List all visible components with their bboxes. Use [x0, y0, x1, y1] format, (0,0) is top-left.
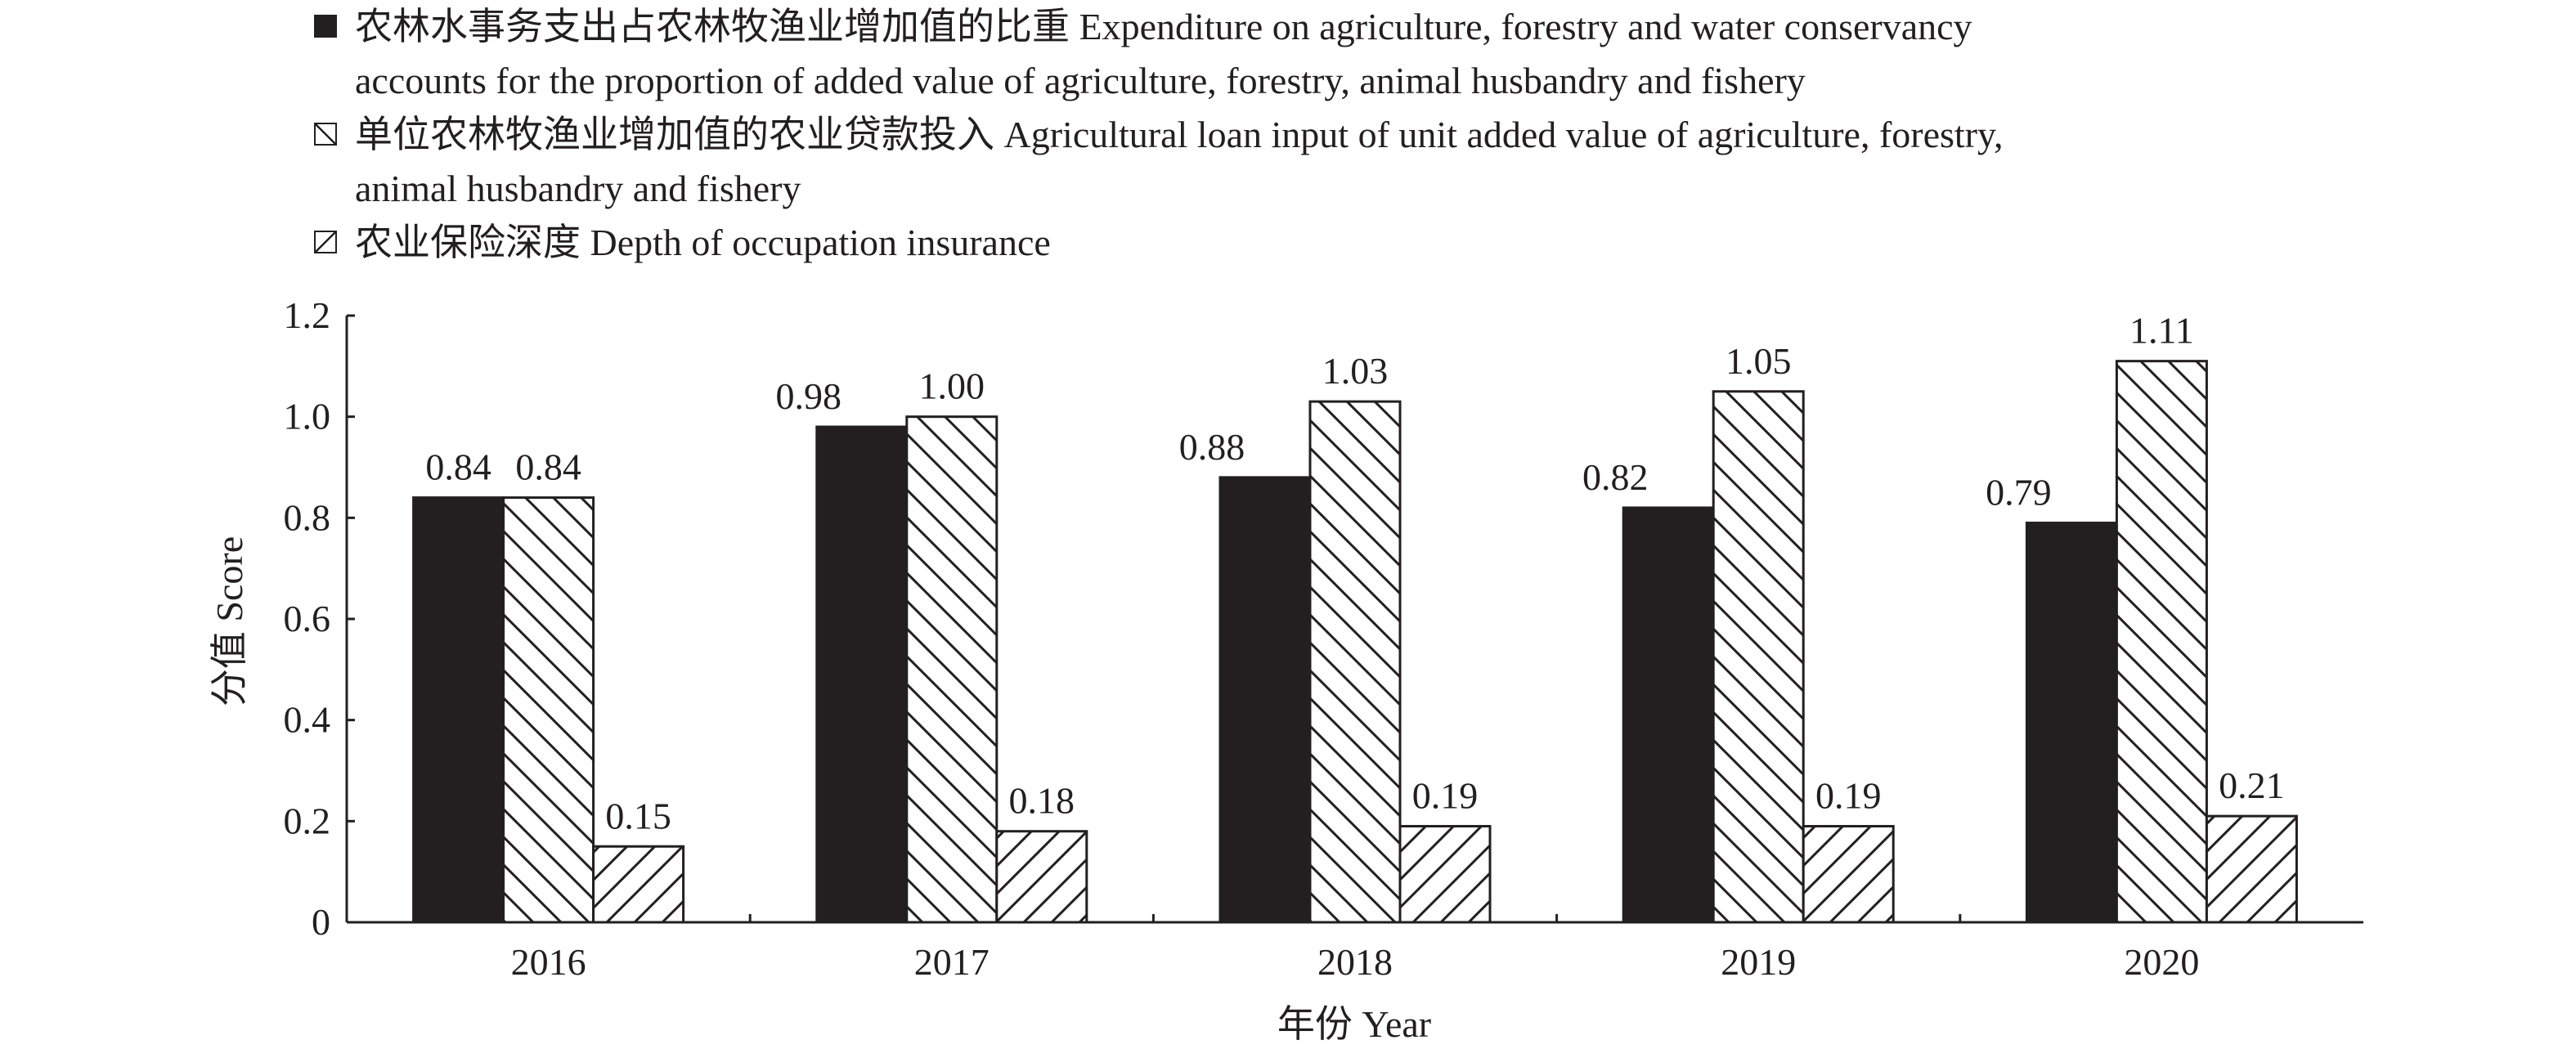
bar-backslash-hatch-2018: [1308, 400, 1402, 924]
bar-slash-hatch-2017: [995, 830, 1088, 924]
legend-item-loan: 单位农林牧渔业增加值的农业贷款投入 Agricultural loan inpu…: [314, 108, 2457, 216]
data-label: 1.03: [1322, 350, 1389, 392]
bar-solid-2019: [1622, 506, 1715, 924]
data-label: 0.84: [515, 446, 581, 488]
y-tick-label: 0: [312, 901, 330, 943]
data-label: 0.84: [425, 446, 491, 488]
bar-backslash-hatch-2017: [905, 415, 999, 924]
x-tick-label: 2017: [914, 941, 990, 983]
y-tick-label: 0.2: [284, 800, 331, 841]
x-tick-label: 2019: [1721, 941, 1796, 983]
x-tick-label: 2018: [1317, 941, 1393, 983]
data-label: 0.98: [776, 375, 842, 417]
legend-item-insurance: 农业保险深度 Depth of occupation insurance: [314, 216, 2457, 270]
data-label: 0.82: [1582, 456, 1649, 498]
y-tick-label: 1.2: [284, 294, 331, 336]
legend-swatch-backslash: [314, 123, 337, 146]
legend-label: 农业保险深度 Depth of occupation insurance: [355, 222, 1051, 263]
data-label: 0.19: [1412, 775, 1479, 817]
data-label: 0.88: [1179, 426, 1245, 468]
bar-backslash-hatch-2020: [2115, 360, 2208, 924]
legend-label: 农林水事务支出占农林牧渔业增加值的比重 Expenditure on agric…: [355, 6, 1972, 47]
data-label: 0.79: [1986, 472, 2052, 513]
data-label: 0.18: [1009, 780, 1075, 822]
bar-solid-2018: [1218, 476, 1312, 924]
y-axis-label: 分值 Score: [209, 536, 250, 706]
legend-swatch-solid: [314, 15, 337, 38]
legend-label: accounts for the proportion of added val…: [355, 60, 1806, 101]
bar-solid-2016: [412, 496, 505, 924]
x-tick-label: 2020: [2124, 941, 2199, 983]
data-label: 1.00: [919, 365, 985, 407]
data-label: 1.11: [2129, 310, 2194, 352]
bar-slash-hatch-2016: [592, 845, 685, 924]
bar-slash-hatch-2018: [1398, 825, 1492, 924]
legend-label: animal husbandry and fishery: [355, 168, 801, 209]
data-label: 0.21: [2219, 764, 2285, 806]
x-tick-label: 2016: [511, 941, 586, 983]
legend: 农林水事务支出占农林牧渔业增加值的比重 Expenditure on agric…: [314, 0, 2457, 270]
x-axis-label: 年份 Year: [1277, 1003, 1431, 1045]
bar-backslash-hatch-2016: [502, 496, 595, 924]
y-tick-label: 1.0: [284, 396, 331, 437]
bar-slash-hatch-2020: [2205, 814, 2298, 924]
bar-backslash-hatch-2019: [1712, 390, 1805, 924]
data-label: 0.19: [1815, 775, 1882, 817]
bar-slash-hatch-2019: [1802, 825, 1895, 924]
legend-label: 单位农林牧渔业增加值的农业贷款投入 Agricultural loan inpu…: [355, 114, 2004, 155]
bar-solid-2020: [2025, 522, 2118, 924]
y-tick-label: 0.6: [284, 598, 331, 639]
data-label: 0.15: [605, 795, 671, 836]
bar-solid-2017: [815, 425, 909, 924]
data-label: 1.05: [1726, 340, 1792, 382]
y-tick-label: 0.8: [284, 496, 331, 538]
y-tick-label: 0.4: [284, 699, 331, 741]
legend-item-expenditure: 农林水事务支出占农林牧渔业增加值的比重 Expenditure on agric…: [314, 0, 2457, 108]
legend-swatch-slash: [314, 231, 337, 253]
